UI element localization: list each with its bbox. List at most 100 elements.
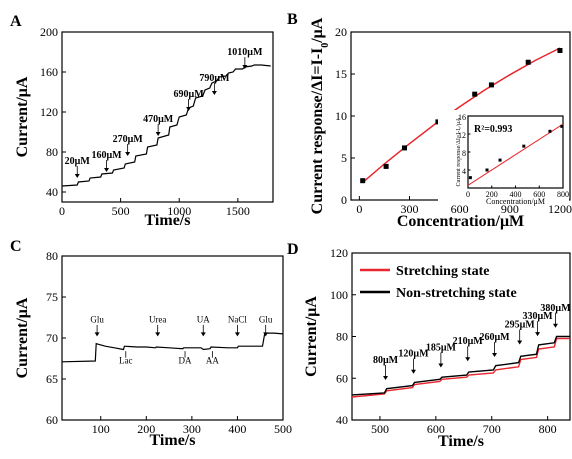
data-point	[557, 47, 563, 53]
concentration-label: 295μM	[505, 320, 536, 331]
concentration-label: 270μM	[113, 134, 144, 145]
arrow-head	[535, 332, 541, 337]
analyte-label: UA	[197, 314, 210, 324]
fit-curve	[362, 47, 561, 183]
y-axis-label: Current/μA	[14, 297, 31, 378]
arrow-head	[465, 357, 471, 362]
concentration-label: 160μM	[91, 150, 122, 161]
arrow-head	[186, 107, 192, 111]
y-tick-label: 8	[462, 149, 466, 158]
arrow-head	[438, 363, 444, 368]
arrow-head	[74, 174, 80, 178]
panel-label-b: B	[287, 11, 298, 28]
y-tick-label: 80	[46, 249, 58, 263]
y-tick-label: 120	[40, 105, 58, 119]
analyte-label: Urea	[149, 314, 167, 324]
analyte-label: Glu	[259, 314, 273, 324]
inset-data-point	[468, 176, 472, 180]
x-tick-label: 900	[501, 202, 519, 216]
concentration-label: 120μM	[398, 349, 429, 360]
x-tick-label: 100	[92, 422, 110, 436]
inset-data-point	[560, 124, 564, 128]
arrow-head	[517, 340, 523, 345]
x-tick-label: 600	[427, 422, 445, 436]
arrow-head	[155, 332, 161, 337]
x-axis-label: Time/s	[150, 432, 196, 449]
x-axis-label: Time/s	[438, 433, 484, 450]
series-line	[61, 64, 271, 187]
y-tick-label: 10	[335, 109, 347, 123]
arrow-head	[552, 323, 558, 328]
concentration-label: 380μM	[540, 303, 571, 314]
arrow-head	[94, 332, 100, 337]
y-tick-label: 75	[46, 290, 58, 304]
legend-label: Non-stretching state	[396, 286, 517, 301]
concentration-label: 470μM	[143, 114, 174, 125]
y-tick-label: 80	[46, 145, 58, 159]
x-tick-label: 400	[510, 190, 522, 199]
arrow-head	[234, 332, 240, 337]
panel-label-d: D	[287, 241, 299, 258]
series-line	[61, 332, 284, 363]
analyte-label: DA	[179, 355, 192, 365]
x-tick-label: 200	[137, 422, 155, 436]
y-tick-label: 120	[330, 246, 348, 260]
x-tick-label: 500	[274, 422, 292, 436]
inset-x-axis-label: Concentration/μM	[486, 197, 545, 206]
y-tick-label: 60	[46, 413, 58, 427]
x-tick-label: 600	[533, 190, 545, 199]
arrow-head	[492, 353, 498, 358]
y-tick-label: 16	[458, 113, 466, 122]
y-tick-label: 4	[462, 167, 466, 176]
concentration-label: 20μM	[65, 156, 91, 167]
arrow-head	[125, 152, 131, 156]
y-tick-label: 20	[335, 25, 347, 39]
data-point	[401, 145, 407, 151]
data-point	[488, 82, 494, 88]
chart-c: 100 200 300 400 500 60 65 70 75 80 Glu Lac Urea DA UA A…	[14, 249, 292, 449]
concentration-label: 1010μM	[227, 47, 263, 58]
concentration-label: 210μM	[453, 336, 484, 347]
x-axis-label: Time/s	[145, 212, 191, 229]
arrow-head	[155, 132, 161, 136]
y-axis-label: Current/μA	[14, 76, 31, 157]
arrow-head	[263, 332, 269, 337]
plot-frame	[61, 255, 284, 421]
y-tick-label: 15	[335, 67, 347, 81]
concentration-label: 260μM	[479, 332, 510, 343]
inset-data-point	[498, 158, 502, 162]
arrow-head	[200, 332, 206, 337]
x-tick-label: 1500	[226, 204, 250, 218]
legend-label: Stretching state	[396, 264, 489, 279]
y-tick-label: 12	[458, 131, 466, 140]
data-point	[383, 163, 389, 169]
analyte-label: Glu	[90, 314, 104, 324]
y-axis-label: Current response/ΔI=I-I0/μA	[309, 17, 331, 214]
inset-data-point	[522, 144, 526, 148]
inset-fit-line	[467, 123, 564, 186]
y-tick-label: 40	[336, 413, 348, 427]
data-point	[472, 91, 478, 97]
y-tick-label: 65	[46, 372, 58, 386]
series-line	[351, 335, 570, 396]
x-tick-label: 0	[356, 202, 362, 216]
x-tick-label: 300	[401, 202, 419, 216]
y-tick-label: 70	[46, 331, 58, 345]
analyte-label: AA	[206, 355, 219, 365]
panel-label-c: C	[10, 238, 22, 255]
chart-d: 500 600 700 800 40 60 80 100 120 80μM120μM185μM21…	[303, 246, 571, 450]
concentration-label: 790μM	[199, 73, 230, 84]
y-tick-label: 5	[341, 151, 347, 165]
analyte-label: NaCl	[228, 314, 247, 324]
y-tick-label: 0	[341, 193, 347, 207]
concentration-label: 185μM	[426, 342, 457, 353]
y-tick-label: 80	[336, 330, 348, 344]
x-tick-label: 1000	[167, 204, 191, 218]
plot-frame	[61, 31, 274, 203]
x-tick-label: 0	[59, 204, 65, 218]
x-tick-label: 1200	[548, 202, 572, 216]
data-point	[525, 59, 531, 65]
y-tick-label: 200	[40, 25, 58, 39]
